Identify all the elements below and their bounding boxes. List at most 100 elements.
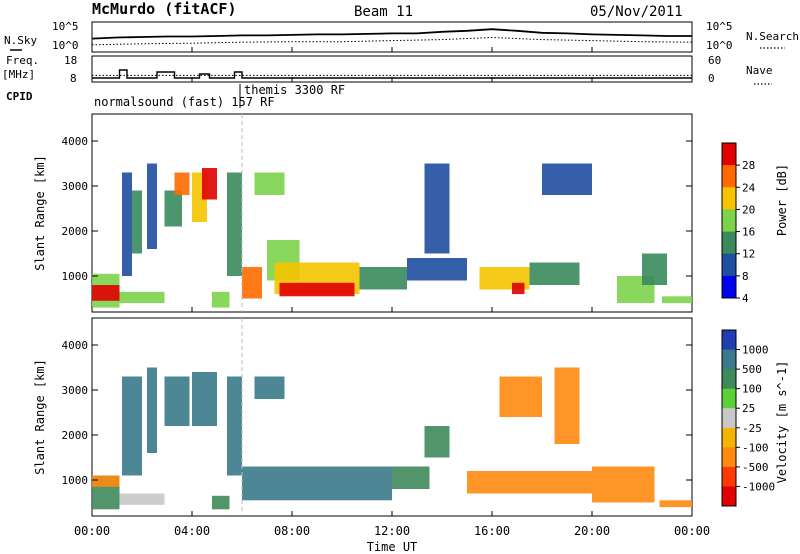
- time-tick-label-6: 00:00: [674, 524, 710, 538]
- power-cell-13: [254, 172, 285, 195]
- freq-label: Freq.: [6, 54, 39, 67]
- velocity-cbar-tick-label-5: -100: [742, 441, 769, 454]
- velocity-colorbar: 1000 500 100 25 -25 -100 -500 -1000: [721, 329, 775, 507]
- power-cbar-tick-label-6: 4: [742, 292, 749, 305]
- velocity-cell-10: [254, 376, 285, 399]
- power-cell-23: [542, 163, 592, 195]
- velocity-cell-17: [659, 500, 692, 508]
- velocity-cbar-swatch-2: [722, 369, 736, 390]
- velocity-cell-3: [122, 376, 142, 476]
- nsky-tick-top: 10^5: [52, 20, 79, 33]
- freq-tick-bottom: 8: [70, 72, 77, 85]
- power-cell-26: [662, 296, 692, 304]
- velocity-cell-6: [192, 372, 217, 426]
- velocity-cell-7: [212, 495, 230, 510]
- velocity-colorbar-label: Velocity [m s^-1]: [775, 361, 789, 484]
- time-tick-label-5: 20:00: [574, 524, 610, 538]
- sky-noise-line: [91, 28, 692, 40]
- power-colorbar-label: Power [dB]: [775, 164, 789, 236]
- beam-title: Beam 11: [354, 4, 413, 20]
- power-cell-22: [529, 262, 580, 285]
- time-axis: 00:00 04:00 08:00 12:00 16:00 20:00 00:00: [74, 47, 710, 538]
- velocity-cell-1: [92, 475, 120, 487]
- power-cell-16: [279, 282, 355, 297]
- velocity-cbar-swatch-3: [722, 388, 736, 409]
- velocity-cell-4: [147, 367, 157, 453]
- velocity-y-tick-label-3000: 3000: [62, 384, 89, 397]
- velocity-cell-8: [227, 376, 242, 476]
- time-tick-label-3: 12:00: [374, 524, 410, 538]
- nave-label: Nave: [746, 64, 773, 77]
- nsearch-tick-top: 10^5: [706, 20, 733, 33]
- velocity-cbar-swatch-7: [722, 466, 736, 487]
- velocity-y-tick-label-4000: 4000: [62, 339, 89, 352]
- velocity-cell-12: [424, 426, 450, 458]
- power-cell-18: [407, 258, 467, 281]
- search-noise-line: [91, 36, 693, 46]
- velocity-data: [92, 367, 692, 510]
- freq-unit-label: [MHz]: [2, 68, 35, 81]
- time-tick-label-0: 00:00: [74, 524, 110, 538]
- velocity-cbar-swatch-4: [722, 408, 736, 429]
- velocity-cbar-swatch-6: [722, 447, 736, 468]
- power-y-tick-label-2000: 2000: [62, 225, 89, 238]
- power-cell-4: [132, 190, 142, 254]
- velocity-cbar-tick-label-2: 100: [742, 383, 762, 396]
- station-title: McMurdo (fitACF): [92, 0, 237, 18]
- nsky-tick-bottom: 10^0: [52, 39, 79, 52]
- power-cbar-swatch-6: [722, 275, 736, 299]
- freq-tick-top: 18: [64, 54, 77, 67]
- power-cell-25: [642, 253, 667, 285]
- power-cell-9: [202, 168, 217, 200]
- time-tick-label-1: 04:00: [174, 524, 210, 538]
- noise-lines: [91, 28, 693, 46]
- velocity-cell-14: [499, 376, 542, 417]
- power-y-tick-label-3000: 3000: [62, 180, 89, 193]
- velocity-cbar-tick-label-4: -25: [742, 422, 762, 435]
- cpid-label: CPID: [6, 90, 33, 103]
- nave-tick-top: 60: [708, 54, 721, 67]
- power-cell-10: [212, 291, 230, 308]
- power-cbar-swatch-5: [722, 253, 736, 277]
- power-cell-7: [174, 172, 190, 195]
- power-cbar-tick-label-0: 28: [742, 159, 755, 172]
- power-cell-5: [147, 163, 157, 249]
- power-cell-11: [227, 172, 242, 276]
- power-y-tick-label-4000: 4000: [62, 135, 89, 148]
- power-cell-19: [424, 163, 450, 254]
- power-cbar-tick-label-2: 20: [742, 203, 755, 216]
- power-cbar-frame: [721, 142, 737, 299]
- power-cbar-tick-label-3: 16: [742, 226, 755, 239]
- velocity-cbar-tick-label-3: 25: [742, 402, 755, 415]
- power-cell-2: [119, 291, 165, 304]
- power-colorbar: 28 24 20 16 12 8 4: [721, 142, 756, 305]
- cpid-mode-normalsound: normalsound (fast) 157 RF: [94, 95, 275, 109]
- power-cbar-swatch-0: [722, 143, 736, 166]
- velocity-cbar-tick-label-1: 500: [742, 363, 762, 376]
- power-data: [92, 163, 692, 308]
- velocity-cell-5: [164, 376, 190, 426]
- cpid-mode-themis: themis 3300 RF: [244, 83, 345, 97]
- time-tick-label-2: 08:00: [274, 524, 310, 538]
- velocity-cbar-tick-label-7: -1000: [742, 480, 775, 493]
- velocity-y-tick-label-1000: 1000: [62, 474, 89, 487]
- time-axis-label: Time UT: [367, 540, 418, 554]
- power-cbar-tick-label-4: 12: [742, 248, 755, 261]
- power-cell-21: [512, 282, 525, 295]
- velocity-cbar-swatch-1: [722, 349, 736, 370]
- power-cbar-swatch-1: [722, 165, 736, 188]
- velocity-cbar-tick-label-6: -500: [742, 461, 769, 474]
- power-yaxis: 1000 2000 3000 4000: [62, 135, 692, 283]
- velocity-yaxis: 1000 2000 3000 4000: [62, 339, 692, 487]
- power-cbar-swatch-2: [722, 187, 736, 210]
- power-cell-17: [359, 267, 407, 290]
- velocity-cell-15: [554, 367, 580, 444]
- power-y-tick-label-1000: 1000: [62, 270, 89, 283]
- velocity-cell-9: [242, 466, 392, 501]
- velocity-cell-11: [392, 466, 430, 489]
- power-ylabel: Slant Range [km]: [33, 155, 47, 271]
- power-cell-12: [242, 267, 262, 299]
- date-title: 05/Nov/2011: [590, 4, 683, 20]
- nsearch-label: N.Search: [746, 30, 799, 43]
